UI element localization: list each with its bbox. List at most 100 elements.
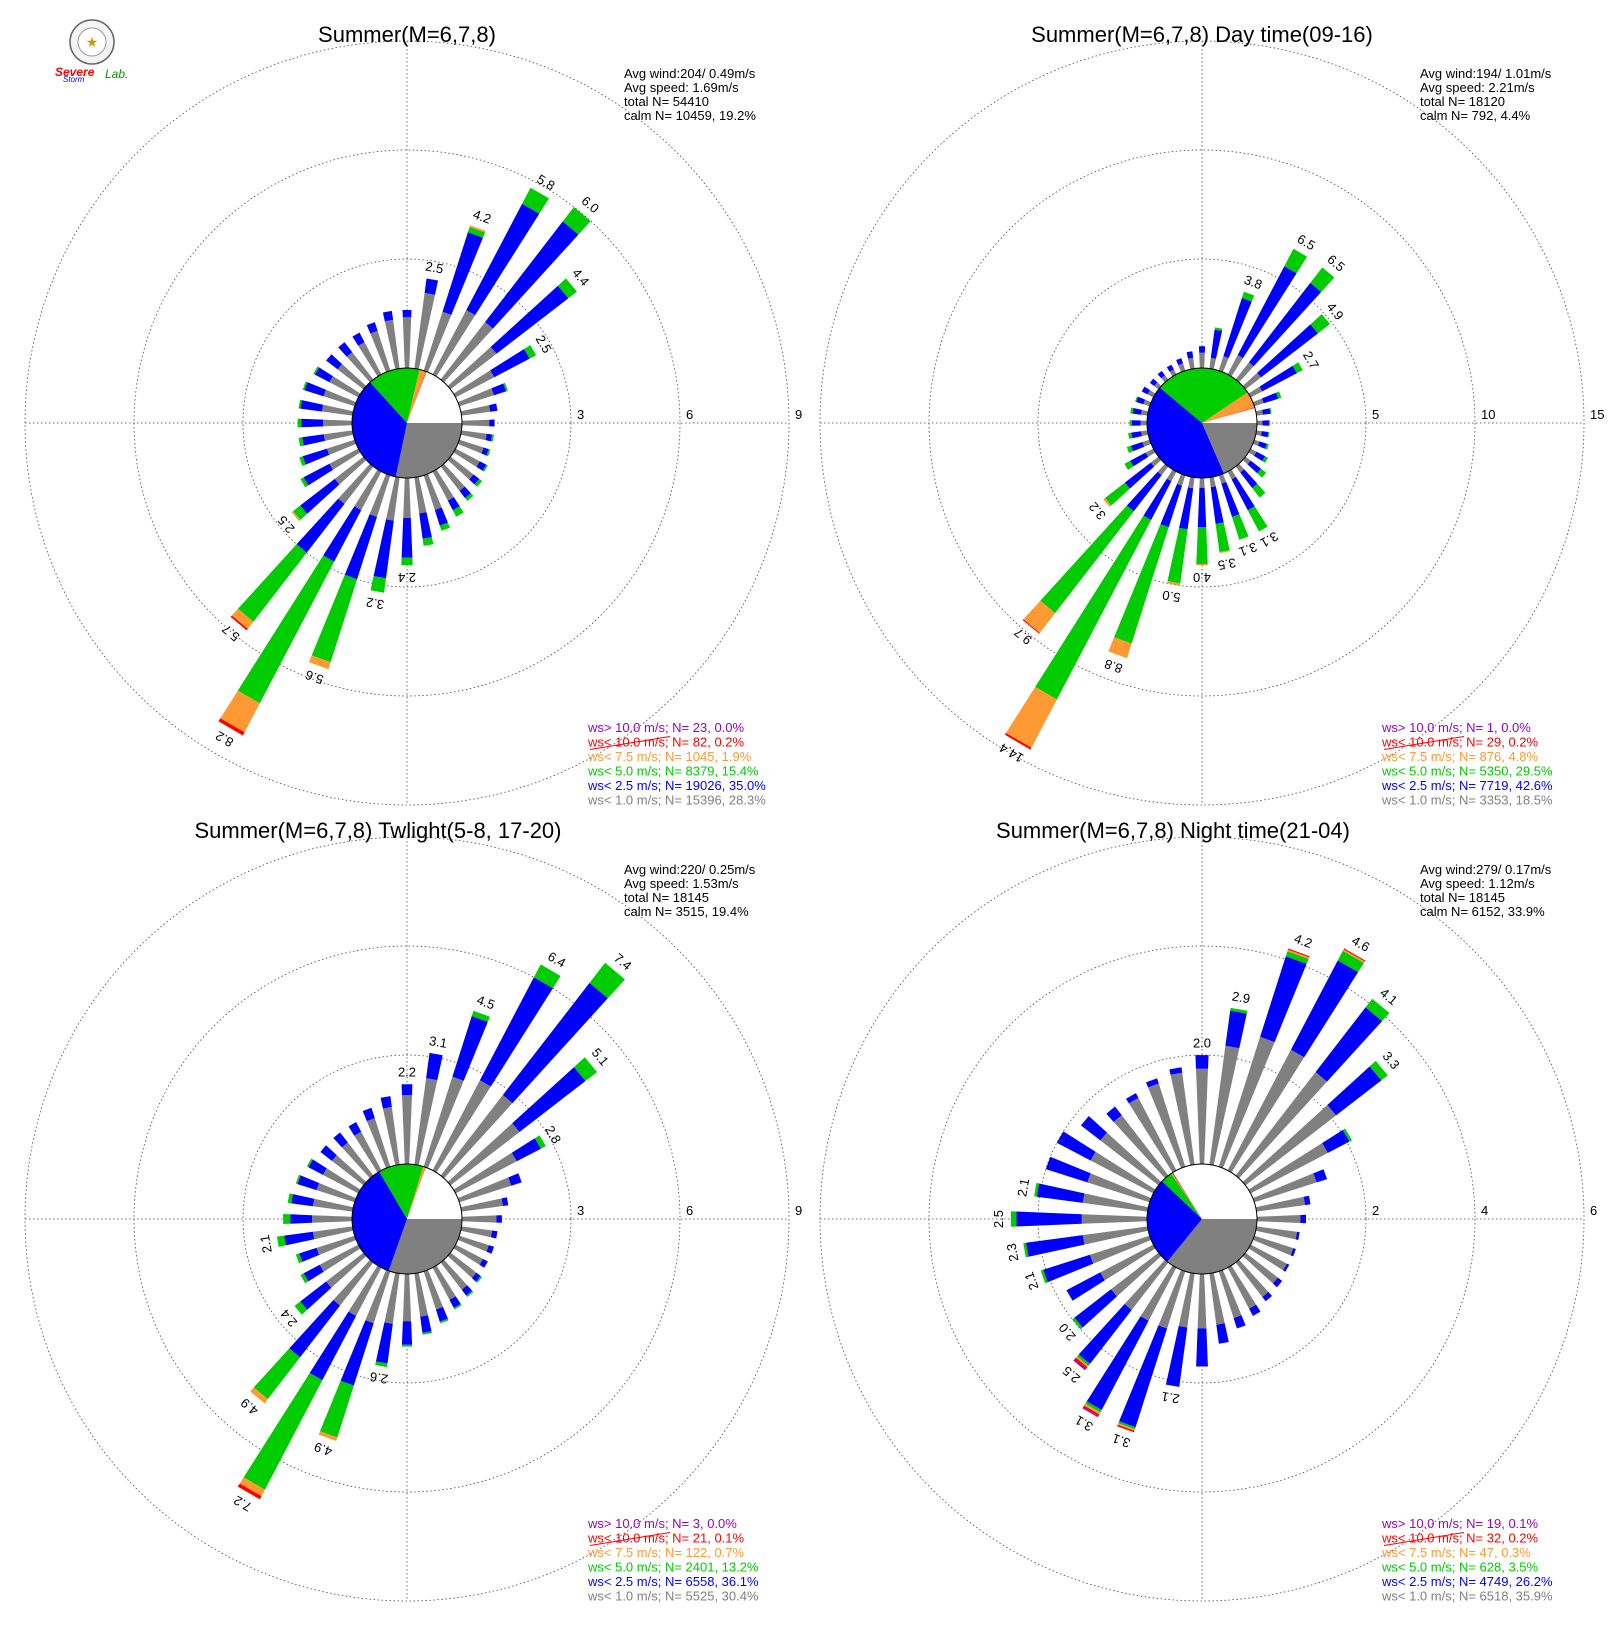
petal-100: [1255, 1226, 1300, 1240]
petal-seg-lt5: [1262, 456, 1269, 463]
petal-seg-lt1: [1113, 1115, 1169, 1179]
petal-seg-lt2-5: [1290, 1248, 1296, 1257]
pie-slice-lt5: [370, 367, 420, 423]
petal-110: [1252, 1235, 1296, 1257]
pie-slice-lt5: [1162, 1173, 1202, 1219]
petal-seg-lt2-5: [1045, 1156, 1091, 1183]
petal-seg-lt7-5: [250, 1387, 268, 1404]
petal-190: 2.6: [369, 1272, 400, 1387]
petal-label: 5.8: [534, 171, 557, 193]
petal-seg-lt5: [1085, 1401, 1102, 1413]
petal-seg-lt2-5: [1066, 1272, 1105, 1301]
petal-310: [320, 1145, 367, 1186]
petal-180: [401, 1274, 413, 1347]
petal-seg-lt2-5: [375, 1322, 393, 1364]
petals: 3.86.56.54.92.73.13.13.54.05.08.814.49.7…: [997, 231, 1348, 766]
petal-280: [287, 1193, 354, 1212]
petal-170: 3.5: [1209, 476, 1237, 573]
petal-seg-lt1: [1252, 439, 1260, 446]
petal-210: 7.2: [231, 1265, 382, 1515]
petal-seg-lt2-5: [1313, 1169, 1328, 1183]
ring-label: 9: [795, 1203, 802, 1218]
legend-entry: ws< 1.0 m/s; N= 5525, 30.4%: [587, 1589, 759, 1604]
petal-seg-lt2-5: [1198, 346, 1206, 353]
petal-180: [1196, 1274, 1208, 1367]
petal-70: [457, 382, 508, 407]
petal-seg-lt1: [1141, 409, 1149, 416]
petal-seg-lt2-5: [309, 1311, 357, 1381]
petal-seg-lt1: [1090, 1151, 1156, 1194]
petal-seg-lt5: [1040, 505, 1134, 614]
petal-seg-lt2-5: [303, 463, 333, 486]
petal-350: [380, 1096, 400, 1166]
petal-seg-lt2-5: [333, 1132, 348, 1148]
petal-seg-lt2-5: [1124, 462, 1155, 489]
legend-entry: ws> 10.0 m/s; N= 19, 0.1%: [1381, 1516, 1539, 1531]
petal-seg-lt5: [1035, 515, 1152, 700]
pie-slice-lt7-5: [1202, 392, 1255, 423]
petal-seg-lt2-5: [442, 232, 483, 315]
petal-label: 2.1: [257, 1234, 275, 1254]
pie-outline: [1146, 367, 1258, 479]
petal-seg-lt1: [1252, 1235, 1294, 1256]
petal-120: [1248, 448, 1269, 463]
petal-seg-lt2-5: [304, 382, 326, 397]
petal-seg-lt1: [329, 376, 361, 398]
petal-320: [333, 1132, 374, 1179]
petal-label: 2.5: [424, 258, 444, 276]
star-icon: ★: [86, 34, 99, 50]
petal-seg-lt1: [338, 463, 374, 504]
petal-seg-lt2-5: [1146, 1078, 1159, 1088]
petal-seg-lt5: [1077, 1354, 1090, 1366]
panel-day: 3.86.56.54.92.73.13.13.54.05.08.814.49.7…: [819, 22, 1604, 808]
petal-170: [414, 476, 434, 546]
pie-slice-lt5: [1159, 368, 1248, 423]
petal-seg-lt1: [1089, 1235, 1152, 1264]
petal-seg-lt2-5: [476, 461, 487, 471]
petal-label: 4.2: [1292, 931, 1314, 951]
petal-seg-lt5: [1040, 1269, 1048, 1284]
petal-seg-lt5: [562, 207, 591, 235]
petal-seg-lt1: [354, 469, 382, 511]
petal-label: 3.2: [365, 595, 385, 613]
petal-seg-lt5: [524, 345, 537, 359]
petal-seg-lt1: [1252, 1173, 1317, 1203]
pie-slice-lt1: [395, 423, 462, 478]
petal-190: 3.2: [365, 476, 400, 613]
petal-seg-lt1: [323, 430, 354, 441]
petal-seg-lt2-5: [303, 1264, 324, 1282]
petal-seg-lt1: [321, 404, 354, 416]
petal-seg-gt10: [1082, 1407, 1099, 1418]
petal-label: 2.1: [1014, 1177, 1032, 1197]
petal-160: [1218, 1269, 1246, 1329]
petal-seg-lt2-5: [1056, 1131, 1096, 1161]
petal-seg-lt2-5: [1315, 1007, 1383, 1082]
petal-seg-lt5: [1284, 248, 1308, 274]
petal-label: 3.3: [1380, 1049, 1403, 1072]
ring-label: 3: [577, 1203, 584, 1218]
petal-seg-lt5: [375, 1361, 388, 1368]
petal-seg-lt1: [326, 1252, 367, 1288]
petal-seg-lt2-5: [1179, 487, 1194, 530]
petal-label: 4.2: [471, 206, 493, 226]
calm-pie: [351, 1163, 463, 1275]
petal-label: 2.5: [991, 1210, 1006, 1228]
petal-label: 3.1: [1110, 1431, 1132, 1451]
pie-slice-calm: [1202, 407, 1257, 423]
petal-seg-lt1: [329, 448, 361, 470]
petal-seg-lt5: [482, 464, 488, 472]
pie-slice-lt10: [1172, 1172, 1202, 1219]
petal-seg-lt2-5: [380, 1096, 392, 1109]
petal-seg-lt7-5: [469, 225, 486, 233]
petal-seg-lt5: [243, 1373, 323, 1490]
petal-seg-lt2-5: [1080, 1116, 1107, 1141]
petal-seg-lt5: [1365, 998, 1390, 1022]
legend-strike: [1383, 736, 1465, 750]
ring-label: 4: [1481, 1203, 1488, 1218]
petal-seg-lt1: [1218, 473, 1227, 484]
legend-entry: ws> 10.0 m/s; N= 3, 0.0%: [587, 1516, 737, 1531]
ring-label: 6: [1590, 1203, 1597, 1218]
petal-seg-lt1: [440, 322, 493, 383]
petal-250: [295, 1235, 357, 1264]
petal-seg-lt2-5: [291, 1194, 315, 1207]
